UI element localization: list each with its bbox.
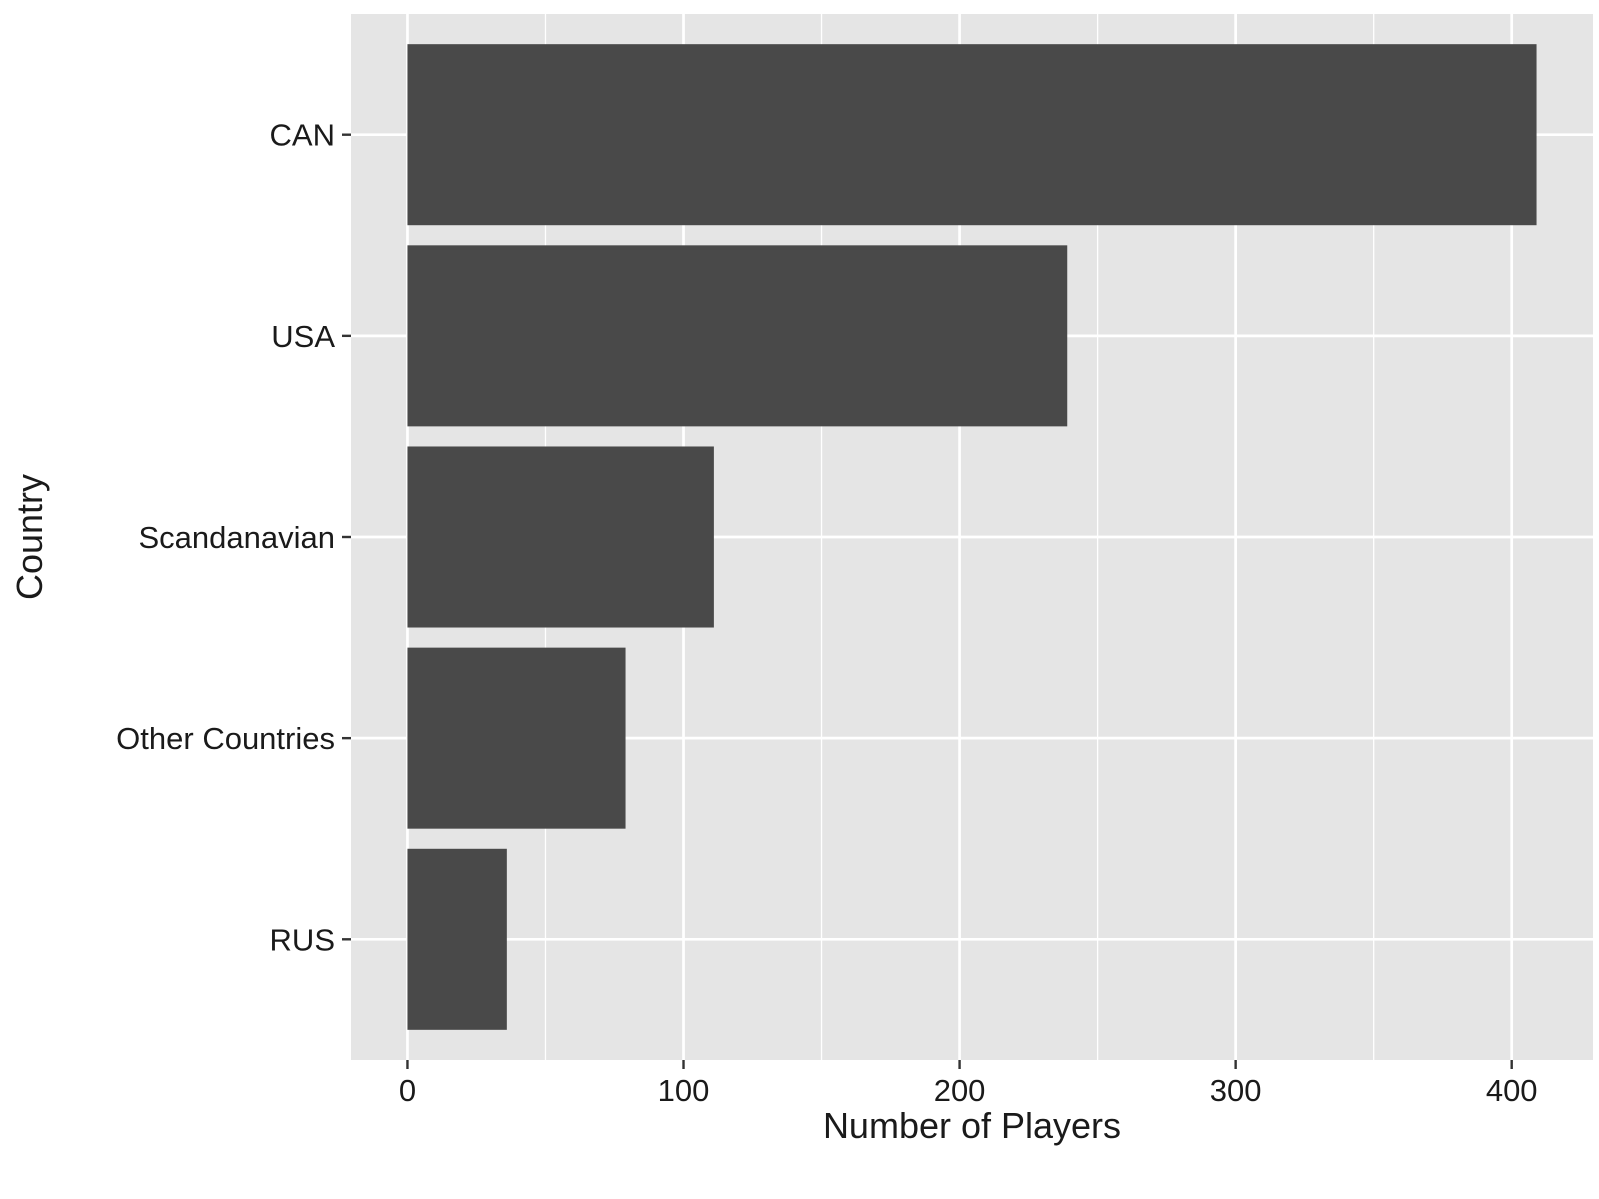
bar xyxy=(407,44,1537,226)
x-axis-ticks: 0 100 200 300 400 xyxy=(399,1060,1538,1108)
x-tick-label: 400 xyxy=(1486,1073,1538,1108)
y-tick-label: Scandanavian xyxy=(139,520,336,555)
y-tick-label: Other Countries xyxy=(116,721,335,756)
y-tick-label: RUS xyxy=(270,922,335,957)
y-axis-ticks: CAN USA Scandanavian Other Countries RUS xyxy=(116,118,351,957)
y-tick-label: USA xyxy=(271,319,335,354)
bar xyxy=(407,245,1068,427)
bars xyxy=(407,44,1537,1030)
x-axis-title: Number of Players xyxy=(823,1105,1121,1146)
x-tick-label: 300 xyxy=(1210,1073,1262,1108)
bar xyxy=(407,848,507,1030)
bar xyxy=(407,647,626,829)
x-tick-label: 0 xyxy=(399,1073,416,1108)
x-tick-label: 100 xyxy=(658,1073,710,1108)
bar xyxy=(407,446,714,628)
x-tick-label: 200 xyxy=(934,1073,986,1108)
y-axis-title: Country xyxy=(9,474,50,600)
y-tick-label: CAN xyxy=(270,118,335,153)
